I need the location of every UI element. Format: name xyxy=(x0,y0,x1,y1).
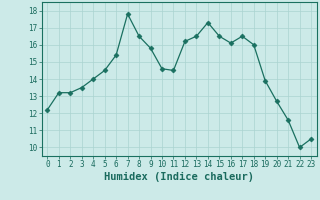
X-axis label: Humidex (Indice chaleur): Humidex (Indice chaleur) xyxy=(104,172,254,182)
